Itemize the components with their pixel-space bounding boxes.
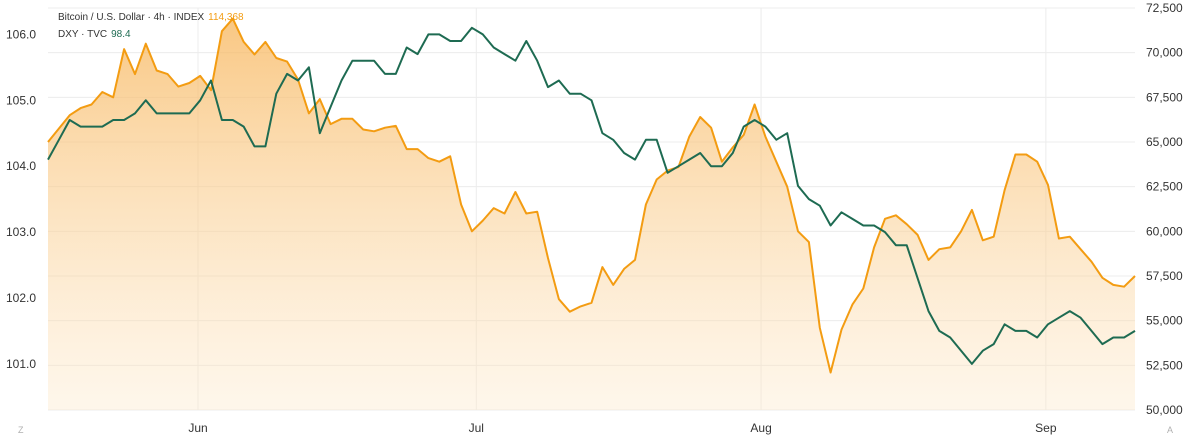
legend-dxy-value: 98.4: [111, 29, 131, 40]
x-axis-tick-label: Jul: [469, 421, 484, 435]
left-axis-tick-label: 106.0: [6, 27, 36, 41]
btc-area-fill: [48, 18, 1135, 410]
right-axis-tick-label: 70,000: [1146, 46, 1183, 60]
right-axis-tick-label: 50,000: [1146, 403, 1183, 417]
left-axis-tick-label: 102.0: [6, 291, 36, 305]
legend-dxy-label: DXY · TVC: [58, 29, 108, 40]
x-axis: Jun Jul Aug Sep: [188, 421, 1057, 435]
x-axis-tick-label: Sep: [1035, 421, 1057, 435]
right-axis-tick-label: 67,500: [1146, 90, 1183, 104]
legend-btc-label: Bitcoin / U.S. Dollar · 4h · INDEX: [58, 12, 205, 23]
left-axis-tick-label: 105.0: [6, 93, 36, 107]
btc-series-line[interactable]: [47, 17, 1136, 374]
right-axis-tick-label: 62,500: [1146, 180, 1183, 194]
legend-btc[interactable]: Bitcoin / U.S. Dollar · 4h · INDEX 114,36…: [58, 9, 244, 26]
left-axis-tick-label: 103.0: [6, 225, 36, 239]
right-axis-tick-label: 57,500: [1146, 269, 1183, 283]
left-axis-tick-label: 104.0: [6, 159, 36, 173]
dxy-series-line[interactable]: [47, 26, 1136, 365]
left-axis: 101.0 102.0 103.0 104.0 105.0 106.0: [6, 27, 36, 371]
x-axis-tick-label: Aug: [750, 421, 771, 435]
x-axis-tick-label: Jun: [188, 421, 207, 435]
legend-dxy[interactable]: DXY · TVC 98.4: [58, 26, 244, 43]
right-axis-tick-label: 55,000: [1146, 314, 1183, 328]
right-axis-tick-label: 60,000: [1146, 224, 1183, 238]
right-axis: 50,000 52,500 55,000 57,500 60,000 62,500 65,0…: [1146, 1, 1183, 417]
right-axis-tick-label: 72,500: [1146, 1, 1183, 15]
left-axis-tick-label: 101.0: [6, 357, 36, 371]
timezone-corner-label[interactable]: Z: [18, 425, 24, 435]
legend: Bitcoin / U.S. Dollar · 4h · INDEX 114,36…: [58, 9, 244, 43]
right-axis-tick-label: 52,500: [1146, 358, 1183, 372]
legend-btc-value: 114,368: [208, 12, 244, 23]
auto-scale-corner-label[interactable]: A: [1167, 425, 1174, 435]
right-axis-tick-label: 65,000: [1146, 135, 1183, 149]
